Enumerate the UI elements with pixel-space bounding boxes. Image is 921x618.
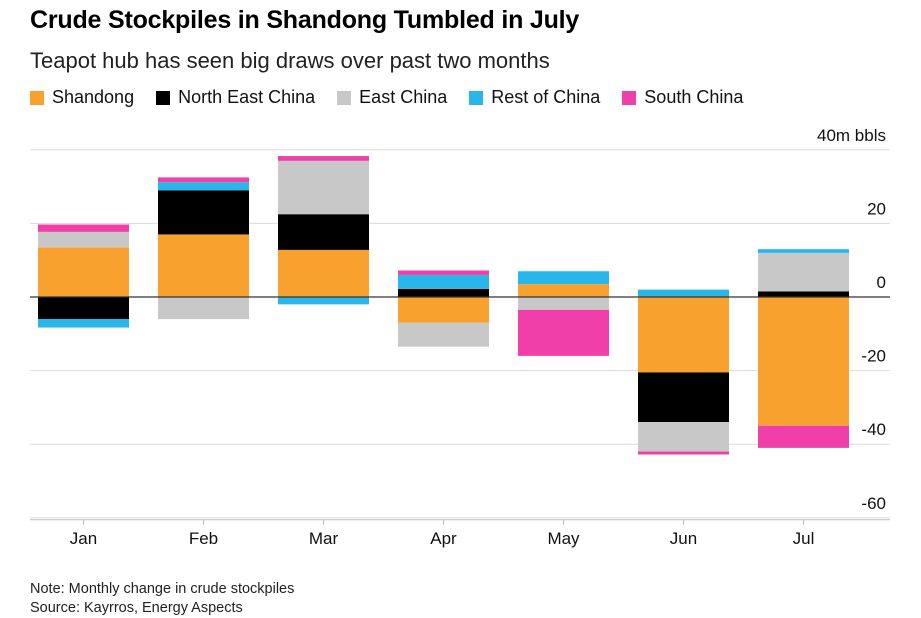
legend-swatch <box>622 90 637 105</box>
bars <box>38 156 849 455</box>
bar-jun-north-east-china <box>638 372 729 423</box>
bar-jul-rest-of-china <box>758 249 849 253</box>
bar-group-jun <box>638 289 729 455</box>
bar-group-apr <box>398 270 489 347</box>
bar-jul-north-east-china <box>758 291 849 297</box>
footnote: Note: Monthly change in crude stockpiles… <box>30 580 294 618</box>
legend: Shandong North East China East China Rest o… <box>30 87 765 108</box>
x-tick-label: Feb <box>189 529 218 548</box>
chart-title: Crude Stockpiles in Shandong Tumbled in … <box>30 6 580 34</box>
x-tick-label: Jun <box>670 529 697 548</box>
bar-feb-east-china <box>158 297 249 320</box>
bar-group-jul <box>758 249 849 448</box>
bar-apr-rest-of-china <box>398 274 489 289</box>
legend-label: Rest of China <box>491 87 601 107</box>
bar-apr-shandong <box>398 297 489 323</box>
y-tick-label: -20 <box>861 347 886 366</box>
bar-jun-south-china <box>638 451 729 455</box>
bar-group-feb <box>158 177 249 320</box>
bar-jan-south-china <box>38 224 129 232</box>
bar-feb-rest-of-china <box>158 182 249 191</box>
bar-jun-shandong <box>638 297 729 373</box>
legend-label: East China <box>359 87 448 107</box>
legend-item-shandong: Shandong <box>30 87 134 108</box>
note-text: Note: Monthly change in crude stockpiles <box>30 581 295 597</box>
bar-mar-south-china <box>278 156 369 161</box>
legend-item-north-east-china: North East China <box>156 87 315 108</box>
legend-swatch <box>469 90 484 105</box>
y-axis: 40m bbls 20 0 -20 -40 -60 <box>817 126 886 513</box>
bar-apr-north-east-china <box>398 288 489 297</box>
bar-feb-shandong <box>158 234 249 297</box>
x-tick-label: Jan <box>70 529 97 548</box>
x-axis: Jan Feb Mar Apr May Jun Jul <box>30 519 890 548</box>
bar-apr-east-china <box>398 322 489 347</box>
bar-group-mar <box>278 156 369 305</box>
bar-jul-south-china <box>758 425 849 448</box>
legend-label: Shandong <box>52 87 135 107</box>
bar-jan-shandong <box>38 247 129 297</box>
bar-feb-south-china <box>158 177 249 183</box>
bar-may-south-china <box>518 309 609 356</box>
bar-jul-east-china <box>758 252 849 292</box>
chart-subtitle: Teapot hub has seen big draws over past … <box>30 48 550 73</box>
x-tick-label: Mar <box>309 529 339 548</box>
bar-mar-north-east-china <box>278 214 369 250</box>
legend-item-east-china: East China <box>337 87 447 108</box>
bar-group-jan <box>38 224 129 328</box>
bar-may-rest-of-china <box>518 271 609 285</box>
bar-jun-rest-of-china <box>638 289 729 297</box>
bar-may-east-china <box>518 297 609 310</box>
x-tick-label: Apr <box>430 529 457 548</box>
legend-label: North East China <box>178 87 316 107</box>
bar-mar-east-china <box>278 160 369 215</box>
legend-item-south-china: South China <box>622 87 743 108</box>
bar-feb-north-east-china <box>158 190 249 235</box>
bar-jul-shandong <box>758 297 849 426</box>
bar-jan-north-east-china <box>38 297 129 320</box>
legend-swatch <box>337 90 352 105</box>
gridlines <box>30 149 890 519</box>
bar-group-may <box>518 271 609 356</box>
legend-swatch <box>156 90 171 105</box>
x-tick-label: Jul <box>793 529 815 548</box>
bar-jun-east-china <box>638 422 729 452</box>
bar-jan-east-china <box>38 231 129 248</box>
legend-label: South China <box>644 87 744 107</box>
legend-swatch <box>30 90 44 105</box>
bar-mar-rest-of-china <box>278 297 369 305</box>
y-tick-label: -60 <box>861 494 886 513</box>
y-tick-label: 0 <box>877 273 886 292</box>
legend-item-rest-of-china: Rest of China <box>469 87 600 108</box>
bar-apr-south-china <box>398 270 489 275</box>
bar-mar-shandong <box>278 249 369 297</box>
bar-may-shandong <box>518 284 609 297</box>
source-text: Source: Kayrros, Energy Aspects <box>30 600 243 616</box>
bar-jan-rest-of-china <box>38 319 129 328</box>
y-tick-label: 40m bbls <box>817 126 886 145</box>
y-tick-label: 20 <box>867 199 886 218</box>
y-tick-label: -40 <box>861 420 886 439</box>
x-tick-label: May <box>547 529 580 548</box>
